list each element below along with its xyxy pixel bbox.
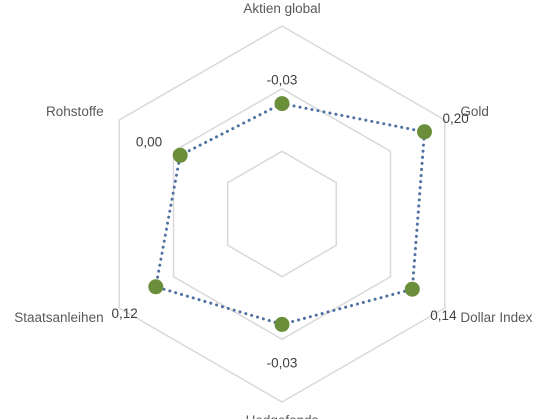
data-point-3 (274, 316, 290, 332)
grid-ring-2 (172, 87, 392, 341)
data-label-5: 0,00 (136, 134, 162, 149)
axis-label-1: Gold (460, 104, 489, 119)
radar-grid (118, 25, 446, 403)
axis-label-4: Staatsanleihen (14, 310, 103, 325)
data-point-1 (417, 124, 432, 140)
data-point-2 (404, 281, 420, 297)
data-series (154, 102, 427, 326)
data-label-1: 0,20 (443, 111, 469, 126)
axis-labels: Aktien global Gold Dollar Index Hedgefonds S… (14, 1, 532, 419)
axis-label-5: Rohstoffe (46, 104, 104, 119)
series-line-0 (154, 102, 427, 326)
data-points (148, 96, 432, 332)
grid-ring-1 (226, 150, 338, 278)
grid-ring-3 (118, 25, 446, 403)
data-point-5 (172, 147, 188, 163)
data-labels: -0,03 0,20 0,14 -0,03 0,12 0,00 (112, 73, 469, 371)
data-label-3: -0,03 (267, 355, 298, 370)
data-label-2: 0,14 (430, 308, 457, 323)
data-label-0: -0,03 (267, 73, 298, 88)
data-label-4: 0,12 (112, 306, 138, 321)
data-point-0 (274, 96, 290, 112)
axis-label-0: Aktien global (243, 1, 320, 16)
axis-label-2: Dollar Index (460, 310, 532, 325)
axis-label-3: Hedgefonds (246, 413, 319, 419)
data-point-4 (148, 279, 164, 295)
